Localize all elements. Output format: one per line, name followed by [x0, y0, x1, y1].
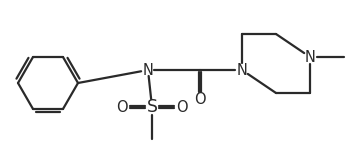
Text: O: O [194, 92, 206, 107]
Text: N: N [305, 49, 316, 64]
Text: O: O [176, 100, 188, 115]
Text: O: O [116, 100, 128, 115]
Text: N: N [237, 62, 247, 77]
Text: N: N [143, 62, 153, 77]
Text: S: S [146, 98, 158, 116]
